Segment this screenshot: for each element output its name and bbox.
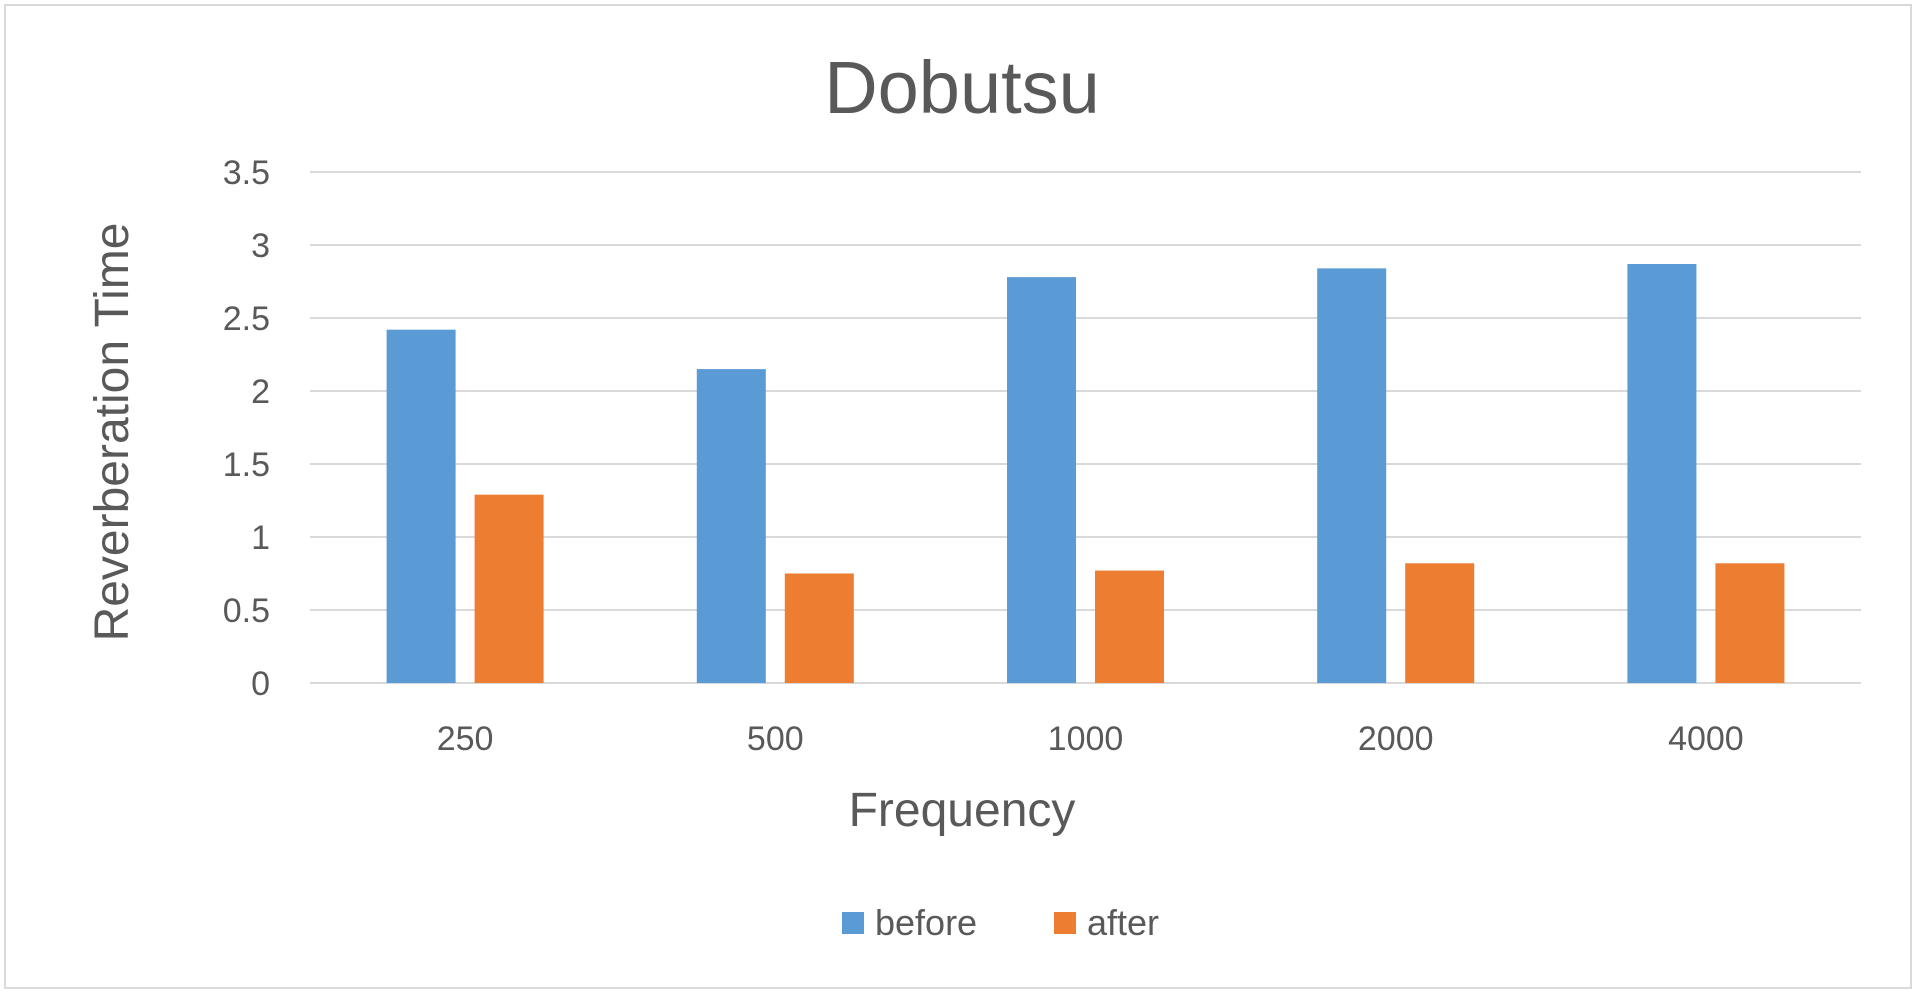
x-tick-label: 2000 — [1358, 720, 1434, 758]
chart-title: Dobutsu — [824, 46, 1100, 129]
bar-after-500 — [784, 573, 854, 683]
bar-after-4000 — [1715, 563, 1785, 683]
x-tick-label: 1000 — [1048, 720, 1124, 758]
bars — [386, 263, 1785, 683]
legend-label-after: after — [1087, 902, 1159, 943]
bar-before-1000 — [1007, 277, 1076, 683]
bar-before-2000 — [1317, 268, 1387, 683]
y-tick-label: 1.5 — [223, 446, 270, 484]
y-tick-label: 0.5 — [223, 592, 270, 630]
y-tick-label: 1 — [251, 519, 270, 557]
bar-before-500 — [696, 369, 766, 683]
y-tick-label: 3.5 — [223, 154, 270, 192]
legend-swatch-before — [842, 912, 864, 934]
bar-before-4000 — [1627, 263, 1697, 683]
y-axis-ticks: 0 0.5 1 1.5 2 2.5 3 3.5 — [223, 154, 270, 703]
y-axis-title: Reverberation Time — [86, 223, 139, 642]
bar-after-2000 — [1405, 563, 1475, 683]
y-tick-label: 0 — [251, 665, 270, 703]
y-tick-label: 2 — [251, 373, 270, 411]
bar-before-250 — [386, 329, 456, 683]
bar-after-250 — [474, 494, 544, 683]
x-tick-label: 4000 — [1668, 720, 1744, 758]
x-tick-label: 500 — [747, 720, 804, 758]
legend: before after — [842, 902, 1159, 943]
y-tick-label: 2.5 — [223, 300, 270, 338]
x-axis-ticks: 250 500 1000 2000 4000 — [437, 720, 1744, 758]
chart-frame — [4, 4, 1912, 989]
gridlines — [310, 171, 1861, 684]
x-axis-title: Frequency — [849, 784, 1076, 837]
legend-swatch-after — [1054, 912, 1076, 934]
y-tick-label: 3 — [251, 227, 270, 265]
legend-label-before: before — [875, 902, 977, 943]
bar-after-1000 — [1095, 570, 1164, 683]
x-tick-label: 250 — [437, 720, 494, 758]
